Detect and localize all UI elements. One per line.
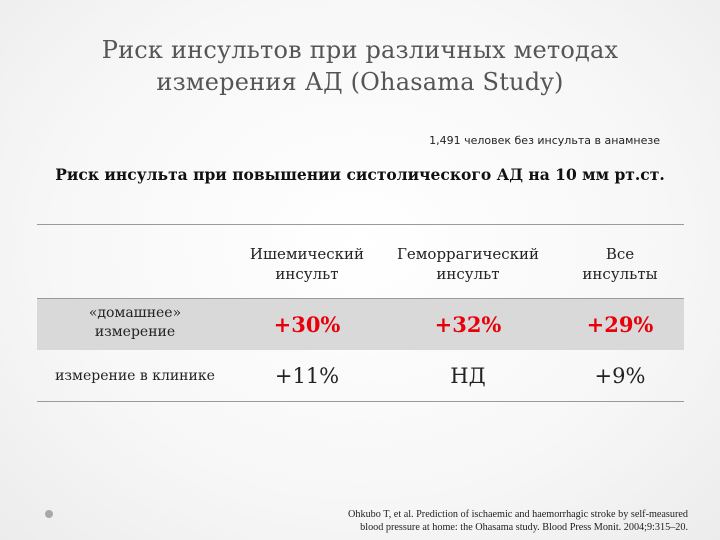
slide-title: Риск инсультов при различных методах изм…	[60, 34, 660, 98]
header-line-1: Ишемический	[249, 245, 365, 263]
table-caption: Риск инсульта при повышении систолическо…	[55, 165, 665, 184]
cell-home-all: +29%	[586, 312, 654, 337]
reference-line-1: Ohkubo T, et al. Prediction of ischaemic…	[348, 509, 688, 520]
cell-clinic-hemorrhagic: НД	[450, 364, 486, 388]
cell-home-ischemic: +30%	[273, 312, 341, 337]
header-bottom-rule	[37, 298, 684, 299]
study-population-note: 1,491 человек без инсульта в анамнезе	[429, 134, 660, 147]
header-line-1: Все	[605, 245, 635, 263]
header-all-strokes: Все инсульты	[560, 244, 680, 284]
cell-clinic-ischemic: +11%	[274, 364, 340, 388]
cell-clinic-all: +9%	[594, 364, 646, 388]
table-top-rule	[37, 224, 684, 225]
header-line-1: Геморрагический	[396, 245, 540, 263]
row-label-line-1: «домашнее»	[88, 305, 182, 321]
title-line-2: измерения АД (Ohasama Study)	[156, 68, 564, 96]
title-line-1: Риск инсультов при различных методах	[101, 36, 619, 64]
row-label-line-2: измерение	[94, 324, 176, 340]
header-line-2: инсульты	[582, 265, 658, 283]
header-line-2: инсульт	[275, 265, 339, 283]
row-label-line-1: измерение в клинике	[55, 368, 215, 384]
cell-home-hemorrhagic: +32%	[434, 312, 502, 337]
table-bottom-rule	[37, 401, 684, 402]
header-hemorrhagic: Геморрагический инсульт	[383, 244, 553, 284]
row-label-home: «домашнее» измерение	[40, 304, 230, 342]
header-ischemic: Ишемический инсульт	[232, 244, 382, 284]
header-line-2: инсульт	[436, 265, 500, 283]
row-label-clinic: измерение в клинике	[40, 367, 230, 386]
reference-line-2: blood pressure at home: the Ohasama stud…	[360, 522, 688, 533]
bullet-icon	[45, 510, 53, 518]
row-shade-home	[37, 298, 684, 350]
reference-citation: Ohkubo T, et al. Prediction of ischaemic…	[280, 508, 688, 534]
